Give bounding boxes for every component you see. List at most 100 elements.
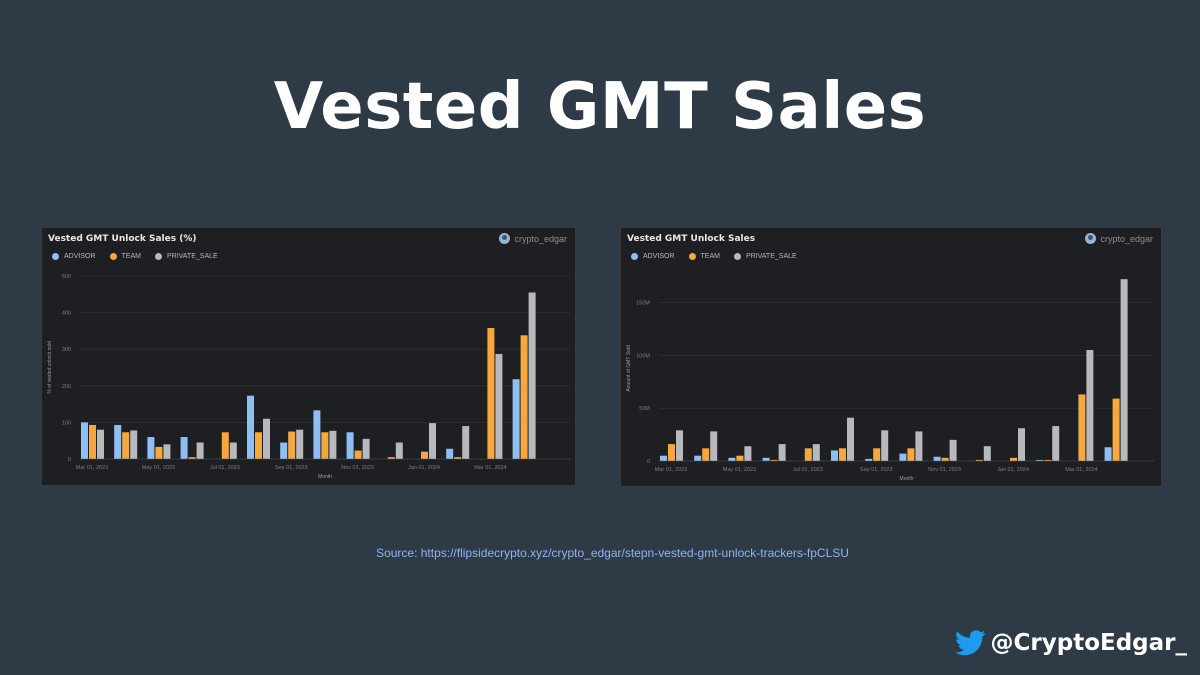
bar-advisor xyxy=(1036,459,1044,461)
x-tick-label: Nov 01, 2023 xyxy=(341,465,374,471)
twitter-handle[interactable]: @CryptoEdgar_ xyxy=(954,630,1187,656)
bar-team xyxy=(255,432,262,459)
bar-private-sale xyxy=(983,446,991,461)
bar-team xyxy=(354,450,362,459)
legend-dot-icon xyxy=(154,253,162,260)
legend-label: TEAM xyxy=(700,253,720,260)
avatar xyxy=(499,233,511,244)
x-tick-label: Jul 01, 2023 xyxy=(793,467,823,473)
bar-private-sale xyxy=(528,292,536,459)
bar-private-sale xyxy=(915,431,923,461)
bar-private-sale xyxy=(1120,279,1128,461)
twitter-bird-icon xyxy=(954,630,985,656)
bar-advisor xyxy=(446,448,454,459)
bar-private-sale xyxy=(778,444,786,461)
author-name: crypto_edgar xyxy=(514,233,567,244)
legend-item-team[interactable]: TEAM xyxy=(688,253,720,260)
legend-item-private-sale[interactable]: PRIVATE_SALE xyxy=(154,253,218,260)
legend-dot-icon xyxy=(733,253,741,260)
legend-label: PRIVATE_SALE xyxy=(745,253,797,260)
x-tick-label: Mar 01, 2023 xyxy=(76,465,108,471)
x-tick-label: Jan 01, 2024 xyxy=(997,467,1029,473)
chart-title: Vested GMT Unlock Sales (%) xyxy=(48,234,197,244)
legend-label: PRIVATE_SALE xyxy=(166,253,218,260)
bar-team xyxy=(421,451,428,459)
y-tick-label: 300 xyxy=(62,347,71,353)
y-tick-label: 100 xyxy=(62,420,71,426)
source-link[interactable]: Source: https://flipsidecrypto.xyz/crypt… xyxy=(376,546,849,560)
bar-private-sale xyxy=(744,446,752,461)
legend-item-advisor[interactable]: ADVISOR xyxy=(631,253,675,260)
chart-legend: ADVISOR TEAM PRIVATE_SALE xyxy=(52,253,218,260)
x-tick-label: Mar 01, 2024 xyxy=(1065,467,1097,473)
page-title: Vested GMT Sales xyxy=(273,70,927,144)
legend-item-private-sale[interactable]: PRIVATE_SALE xyxy=(733,253,797,260)
chart-card-amount: Vested GMT Unlock Sales crypto_edgar ADV… xyxy=(620,227,1162,487)
bar-advisor xyxy=(346,432,354,459)
bar-private-sale xyxy=(1086,350,1094,461)
handle-text: @CryptoEdgar_ xyxy=(990,630,1187,656)
bar-team xyxy=(907,448,915,461)
chart-author[interactable]: crypto_edgar xyxy=(1085,233,1153,244)
bar-advisor xyxy=(180,437,188,459)
bar-chart-amount: 0 50M 100M 150M Amount of GMT Sold Mar 01, 20… xyxy=(626,279,1154,482)
bar-private-sale xyxy=(812,444,820,461)
bar-advisor xyxy=(114,424,122,459)
bar-team xyxy=(873,448,881,461)
x-tick-label: Sep 01, 2023 xyxy=(860,467,893,473)
bar-chart-percent: 0 100 200 300 400 500 % of vested unlock sold M… xyxy=(47,274,570,480)
bar-private-sale xyxy=(881,430,889,461)
legend-dot-icon xyxy=(688,253,696,260)
bar-team xyxy=(387,457,395,459)
bar-team xyxy=(155,446,163,459)
bar-team xyxy=(1112,398,1120,461)
bar-private-sale xyxy=(710,431,718,461)
bar-advisor xyxy=(512,379,520,459)
bar-team xyxy=(288,431,296,459)
bar-team xyxy=(122,432,130,459)
bar-team xyxy=(1044,459,1052,461)
x-axis-label: Month xyxy=(318,474,332,480)
x-tick-label: Sep 01, 2023 xyxy=(275,465,308,471)
bar-team xyxy=(487,327,495,459)
bar-advisor xyxy=(899,453,907,461)
bar-private-sale xyxy=(395,442,403,459)
chart-author[interactable]: crypto_edgar xyxy=(499,233,567,244)
bar-private-sale xyxy=(429,423,436,459)
x-tick-label: Jul 01, 2023 xyxy=(210,465,240,471)
bar-private-sale xyxy=(1018,428,1025,461)
bar-private-sale xyxy=(263,418,270,459)
bar-advisor xyxy=(280,442,288,459)
bar-private-sale xyxy=(97,429,104,459)
x-tick-label: Jan 01, 2024 xyxy=(408,465,440,471)
bar-team xyxy=(702,448,710,461)
bar-private-sale xyxy=(163,444,171,459)
y-tick-label: 400 xyxy=(62,311,71,317)
bar-team xyxy=(321,432,329,459)
bar-private-sale xyxy=(329,430,337,459)
y-axis-label: Amount of GMT Sold xyxy=(626,345,632,392)
x-tick-label: Mar 01, 2024 xyxy=(474,465,506,471)
bar-advisor xyxy=(831,450,838,461)
legend-item-advisor[interactable]: ADVISOR xyxy=(52,253,96,260)
bar-private-sale xyxy=(362,438,370,459)
y-tick-label: 150M xyxy=(636,300,650,306)
author-name: crypto_edgar xyxy=(1100,233,1153,244)
legend-item-team[interactable]: TEAM xyxy=(109,253,141,260)
bar-private-sale xyxy=(847,417,854,461)
y-tick-label: 0 xyxy=(68,457,71,463)
bar-team xyxy=(188,457,196,459)
legend-label: ADVISOR xyxy=(64,253,96,260)
bar-private-sale xyxy=(949,439,957,461)
y-tick-label: 200 xyxy=(62,384,71,390)
bar-team xyxy=(736,455,744,461)
bar-private-sale xyxy=(196,442,204,459)
bar-team xyxy=(89,424,96,459)
bar-private-sale xyxy=(229,442,237,459)
bar-team xyxy=(839,448,846,461)
bar-advisor xyxy=(728,457,736,461)
bar-team xyxy=(941,457,949,461)
legend-dot-icon xyxy=(631,253,638,260)
y-tick-label: 0 xyxy=(647,459,650,465)
x-tick-label: May 01, 2023 xyxy=(723,467,756,473)
